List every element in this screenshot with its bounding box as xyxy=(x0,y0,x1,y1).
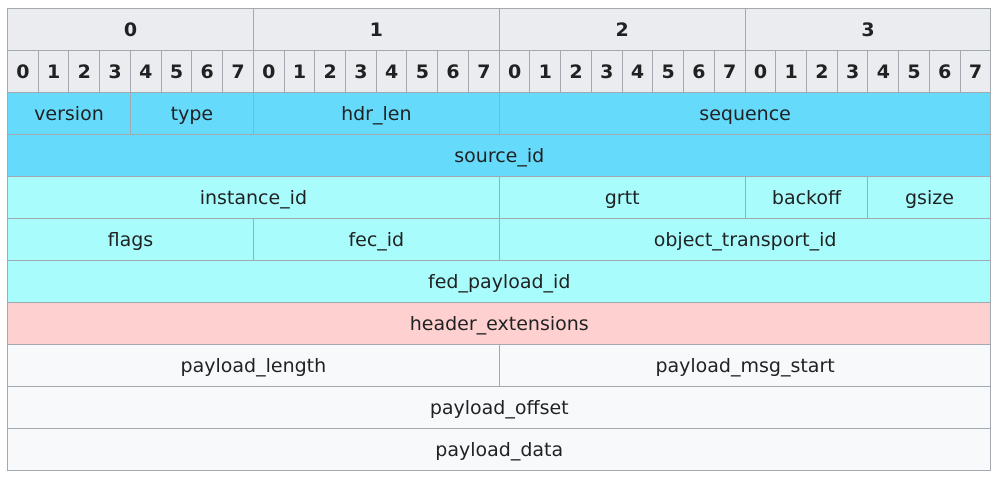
byte-header: 0 xyxy=(7,8,254,51)
bit-header: 7 xyxy=(222,50,254,93)
field-row: flags fec_id object_transport_id xyxy=(7,218,992,261)
bit-header: 2 xyxy=(314,50,347,93)
bit-header: 5 xyxy=(652,50,685,93)
bit-header: 1 xyxy=(529,50,562,93)
field-row: instance_id grtt backoff gsize xyxy=(7,176,992,219)
bit-header: 4 xyxy=(867,50,900,93)
field: gsize xyxy=(867,176,992,219)
bit-header: 6 xyxy=(437,50,469,93)
bit-header: 6 xyxy=(683,50,715,93)
bit-header: 3 xyxy=(345,50,377,93)
bit-header: 2 xyxy=(68,50,101,93)
field: payload_offset xyxy=(6,386,992,429)
field-row: source_id xyxy=(6,134,992,177)
field: header_extensions xyxy=(6,302,992,345)
bit-header: 3 xyxy=(99,50,131,93)
field: backoff xyxy=(744,176,869,219)
bit-header: 3 xyxy=(590,50,623,93)
field: hdr_len xyxy=(252,92,500,135)
field: object_transport_id xyxy=(498,218,992,261)
bit-header: 7 xyxy=(467,50,500,93)
bit-header: 4 xyxy=(621,50,654,93)
field-row: header_extensions xyxy=(6,302,992,345)
field: instance_id xyxy=(7,176,500,219)
bit-header: 5 xyxy=(406,50,439,93)
field: fec_id xyxy=(252,218,500,261)
bit-header: 0 xyxy=(7,50,39,93)
field: type xyxy=(129,92,254,135)
packet-diagram: 0 1 2 3 0 1 2 3 4 5 6 7 0 1 2 3 4 5 6 7 0 1 2 3 4 5 6 7 0 1 2 3 4 5 6 7 vers… xyxy=(6,8,992,471)
bit-header: 7 xyxy=(713,50,746,93)
bit-header: 4 xyxy=(375,50,408,93)
field-table: 0 1 2 3 0 1 2 3 4 5 6 7 0 1 2 3 4 5 6 7 0 1 2 3 4 5 6 7 0 1 2 3 4 5 6 7 vers… xyxy=(6,8,992,471)
field-row: version type hdr_len sequence xyxy=(7,92,992,135)
bit-header: 6 xyxy=(928,50,961,93)
bit-header: 2 xyxy=(806,50,838,93)
field: fed_payload_id xyxy=(6,260,992,303)
byte-header: 1 xyxy=(252,8,500,51)
bit-header: 0 xyxy=(744,50,777,93)
field: source_id xyxy=(6,134,992,177)
bit-header: 1 xyxy=(775,50,808,93)
field-row: fed_payload_id xyxy=(6,260,992,303)
bit-header: 4 xyxy=(129,50,162,93)
field-row: payload_length payload_msg_start xyxy=(7,344,992,387)
bit-header: 1 xyxy=(37,50,70,93)
field: grtt xyxy=(498,176,746,219)
field-row: payload_data xyxy=(6,428,992,471)
bit-header: 5 xyxy=(898,50,930,93)
bit-header: 0 xyxy=(252,50,285,93)
bit-header: 2 xyxy=(560,50,592,93)
byte-header: 2 xyxy=(498,8,746,51)
bit-header: 3 xyxy=(836,50,869,93)
field: payload_msg_start xyxy=(498,344,992,387)
field-row: payload_offset xyxy=(6,386,992,429)
field: flags xyxy=(7,218,254,261)
field: payload_data xyxy=(6,428,992,471)
bit-header: 0 xyxy=(498,50,531,93)
field: sequence xyxy=(498,92,992,135)
bit-header: 1 xyxy=(283,50,316,93)
bit-header: 7 xyxy=(959,50,992,93)
bit-header: 6 xyxy=(191,50,224,93)
field: payload_length xyxy=(7,344,500,387)
byte-header: 3 xyxy=(744,8,992,51)
bit-header: 5 xyxy=(160,50,193,93)
field: version xyxy=(7,92,131,135)
